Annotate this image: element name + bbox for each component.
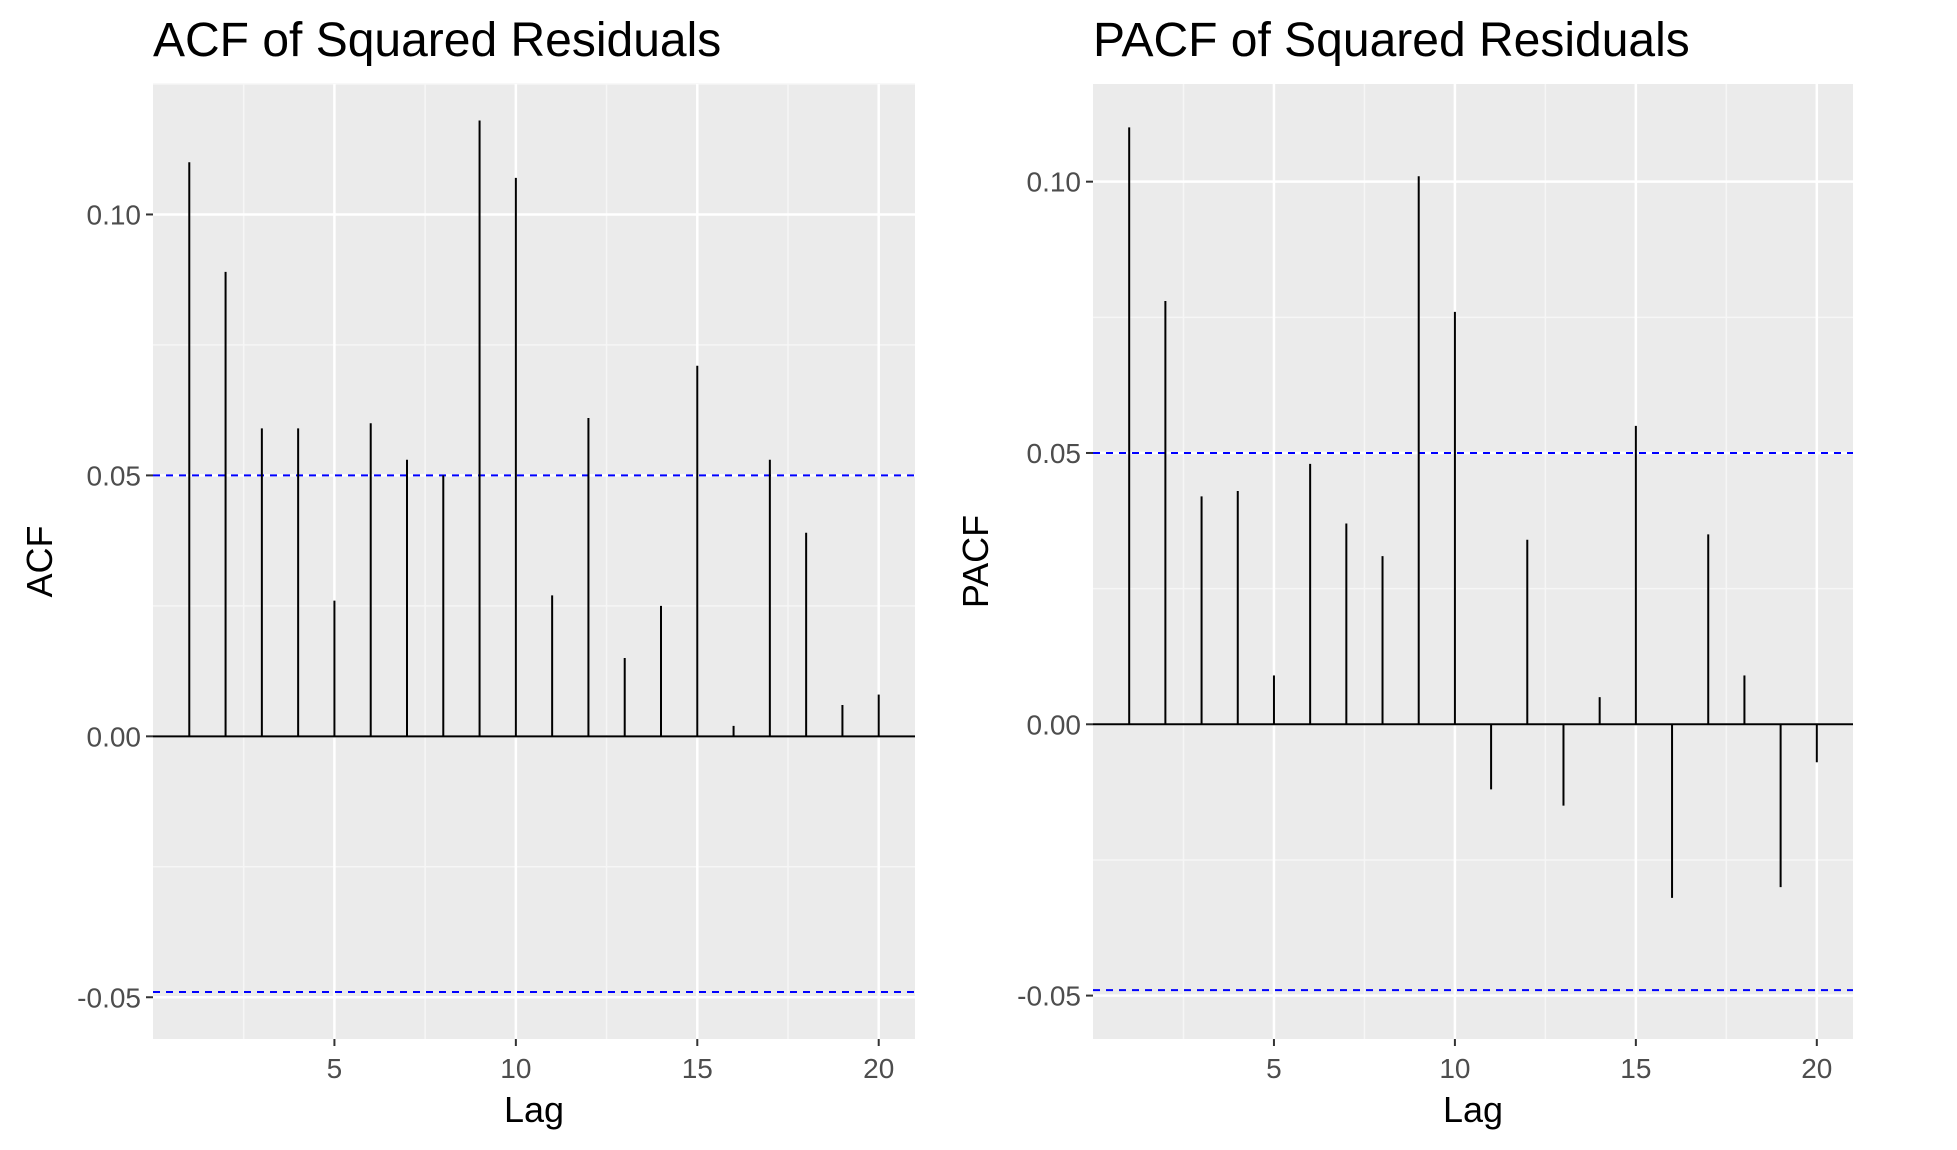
acf-x-tick-label: 10 [500,1053,531,1084]
pacf-panel-background [1093,84,1853,1039]
acf-y-tick-label: 0.05 [87,460,142,491]
acf-y-tick-label: -0.05 [77,982,141,1013]
acf-x-axis-title: Lag [504,1089,564,1130]
pacf-x-tick-label: 5 [1266,1053,1282,1084]
acf-y-tick-label: 0.00 [87,721,142,752]
pacf-x-tick-label: 20 [1801,1053,1832,1084]
acf-x-tick-label: 20 [863,1053,894,1084]
pacf-y-tick-label: 0.00 [1027,709,1082,740]
acf-chart-title: ACF of Squared Residuals [153,14,721,67]
acf-y-tick-label: 0.10 [87,199,142,230]
pacf-x-axis-title: Lag [1443,1089,1503,1130]
pacf-y-tick-label: 0.05 [1027,438,1082,469]
pacf-y-axis-title: PACF [955,515,996,608]
pacf-x-tick-label: 15 [1620,1053,1651,1084]
acf-y-axis-title: ACF [19,526,60,598]
acf-x-tick-label: 15 [682,1053,713,1084]
pacf-x-tick-label: 10 [1439,1053,1470,1084]
pacf-panel: -0.05 0.00 0.05 0.10 5 10 15 20 PACF of Squared … [955,14,1853,1130]
acf-panel: -0.05 0.00 0.05 0.10 5 10 15 20 ACF of Squared R… [19,14,915,1130]
pacf-chart-title: PACF of Squared Residuals [1093,14,1690,67]
pacf-y-tick-label: 0.10 [1027,167,1082,198]
acf-panel-background [153,84,915,1039]
acf-x-tick-label: 5 [327,1053,343,1084]
pacf-y-tick-label: -0.05 [1017,981,1081,1012]
